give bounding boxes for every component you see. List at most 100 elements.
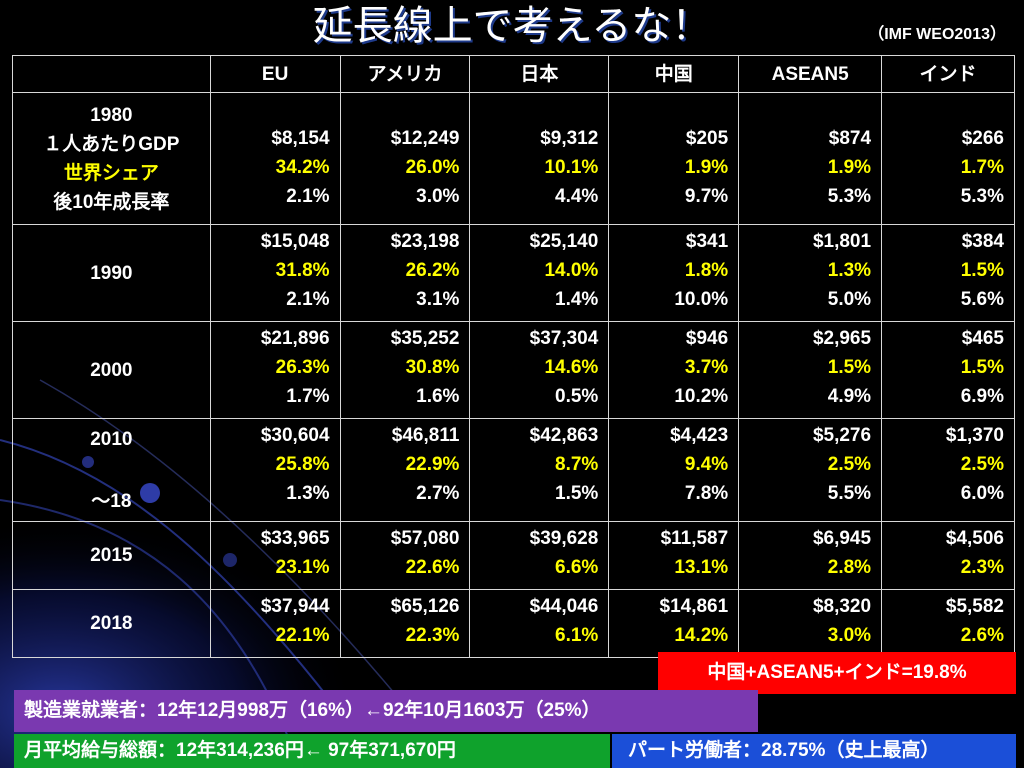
table-cell: $5,582 2.6% — [881, 589, 1015, 658]
share-value: 14.2% — [674, 625, 729, 646]
gdp-value: $384 — [961, 231, 1004, 252]
table-cell: $65,126 22.3% — [339, 589, 471, 658]
growth-value: 7.8% — [684, 483, 729, 504]
manufacturing-banner: 製造業就業者：12年12月998万（16%）←92年10月1603万（25%） — [14, 690, 758, 732]
table-cell: $21,896 26.3% 1.7% — [209, 321, 341, 419]
row-label-1980: 1980 １人あたりGDP 世界シェア 後10年成長率 — [12, 92, 211, 225]
growth-value: 5.3% — [827, 186, 872, 207]
table-cell: $57,080 22.6% — [339, 521, 471, 590]
growth-value: 1.3% — [286, 483, 330, 504]
table-cell: $35,252 30.8% 1.6% — [339, 321, 471, 419]
share-value: 30.8% — [405, 357, 460, 378]
table-cell: $23,198 26.2% 3.1% — [339, 224, 471, 322]
gdp-value: $23,198 — [390, 231, 460, 252]
table-row-2018: 2018 $37,944 22.1% $65,126 22.3% $44,046 6.… — [12, 589, 1015, 658]
share-value: 1.5% — [960, 260, 1004, 281]
gdp-value: $37,944 — [260, 596, 330, 617]
table-cell: $14,861 14.2% — [608, 589, 740, 658]
growth-value: 3.1% — [416, 289, 460, 310]
growth-value: 10.2% — [674, 386, 729, 407]
table-cell: $44,046 6.1% — [469, 589, 610, 658]
row-year: 1980 — [90, 104, 133, 126]
share-value: 22.6% — [405, 557, 460, 578]
gdp-value: $1,801 — [812, 231, 872, 252]
gdp-value: $205 — [685, 128, 729, 149]
share-value: 31.8% — [275, 260, 330, 281]
gdp-value: $57,080 — [390, 528, 460, 549]
table-cell: $42,863 8.7% 1.5% — [469, 418, 610, 522]
table-cell: $874 1.9% 5.3% — [738, 92, 883, 225]
wage-banner: 月平均給与総額：12年314,236円← 97年371,670円 — [14, 734, 610, 768]
gdp-value: $2,965 — [812, 328, 872, 349]
table-cell: $8,320 3.0% — [738, 589, 883, 658]
row-label-1990: 1990 — [12, 224, 211, 322]
legend-growth: 後10年成長率 — [53, 191, 170, 213]
growth-value: 5.3% — [960, 186, 1004, 207]
gdp-value: $25,140 — [529, 231, 599, 252]
asia-share-banner: 中国+ASEAN5+インド=19.8% — [658, 652, 1016, 694]
gdp-value: $35,252 — [390, 328, 460, 349]
table-cell: $9,312 10.1% 4.4% — [469, 92, 610, 225]
share-value: 6.1% — [555, 625, 599, 646]
header-asean5: ASEAN5 — [738, 55, 883, 93]
share-value: 3.7% — [684, 357, 729, 378]
share-value: 1.5% — [960, 357, 1004, 378]
legend-share: 世界シェア — [63, 162, 159, 184]
header-china: 中国 — [608, 55, 740, 93]
legend-gdp: １人あたりGDP — [43, 133, 180, 155]
share-value: 22.9% — [405, 454, 460, 475]
growth-value: 10.0% — [674, 289, 729, 310]
gdp-value: $341 — [685, 231, 729, 252]
row-year-range: ～18 — [91, 490, 132, 512]
table-row-1980: 1980 １人あたりGDP 世界シェア 後10年成長率 $8,154 34.2% 2… — [12, 92, 1015, 225]
row-label-2010: 2010 ～18 — [12, 418, 211, 522]
growth-value: 9.7% — [684, 186, 729, 207]
table-cell: $465 1.5% 6.9% — [881, 321, 1015, 419]
gdp-value: $37,304 — [529, 328, 599, 349]
growth-value: 0.5% — [555, 386, 599, 407]
gdp-value: $5,582 — [945, 596, 1004, 617]
share-value: 22.3% — [405, 625, 460, 646]
gdp-value: $9,312 — [540, 128, 599, 149]
share-value: 3.0% — [827, 625, 872, 646]
share-value: 23.1% — [275, 557, 330, 578]
growth-value: 6.9% — [960, 386, 1004, 407]
header-usa: アメリカ — [339, 55, 471, 93]
table-cell: $11,587 13.1% — [608, 521, 740, 590]
table-cell: $8,154 34.2% 2.1% — [209, 92, 341, 225]
table-cell: $384 1.5% 5.6% — [881, 224, 1015, 322]
share-value: 1.9% — [827, 157, 872, 178]
share-value: 2.8% — [827, 557, 872, 578]
table-cell: $4,506 2.3% — [881, 521, 1015, 590]
table-cell: $6,945 2.8% — [738, 521, 883, 590]
growth-value: 4.9% — [827, 386, 872, 407]
gdp-value: $946 — [685, 328, 729, 349]
gdp-value: $6,945 — [812, 528, 872, 549]
gdp-value: $30,604 — [260, 425, 330, 446]
share-value: 2.6% — [960, 625, 1004, 646]
table-cell: $2,965 1.5% 4.9% — [738, 321, 883, 419]
share-value: 26.2% — [405, 260, 460, 281]
growth-value: 1.6% — [416, 386, 460, 407]
share-value: 2.5% — [827, 454, 872, 475]
slide-title: 延長線上で考えるな！ — [312, 3, 712, 49]
table-cell: $46,811 22.9% 2.7% — [339, 418, 471, 522]
table-cell: $33,965 23.1% — [209, 521, 341, 590]
gdp-value: $4,506 — [945, 528, 1004, 549]
growth-value: 5.0% — [827, 289, 872, 310]
gdp-value: $266 — [961, 128, 1004, 149]
row-label-2000: 2000 — [12, 321, 211, 419]
share-value: 2.3% — [960, 557, 1004, 578]
share-value: 22.1% — [275, 625, 330, 646]
share-value: 26.0% — [405, 157, 460, 178]
table-row-2010: 2010 ～18 $30,604 25.8% 1.3% $46,811 22.9% 2.… — [12, 418, 1015, 522]
header-japan: 日本 — [469, 55, 610, 93]
table-cell: $37,944 22.1% — [209, 589, 341, 658]
share-value: 1.8% — [684, 260, 729, 281]
growth-value: 3.0% — [416, 186, 460, 207]
table-cell: $1,801 1.3% 5.0% — [738, 224, 883, 322]
growth-value: 1.5% — [555, 483, 599, 504]
share-value: 14.0% — [544, 260, 599, 281]
table-cell: $205 1.9% 9.7% — [608, 92, 740, 225]
share-value: 26.3% — [275, 357, 330, 378]
